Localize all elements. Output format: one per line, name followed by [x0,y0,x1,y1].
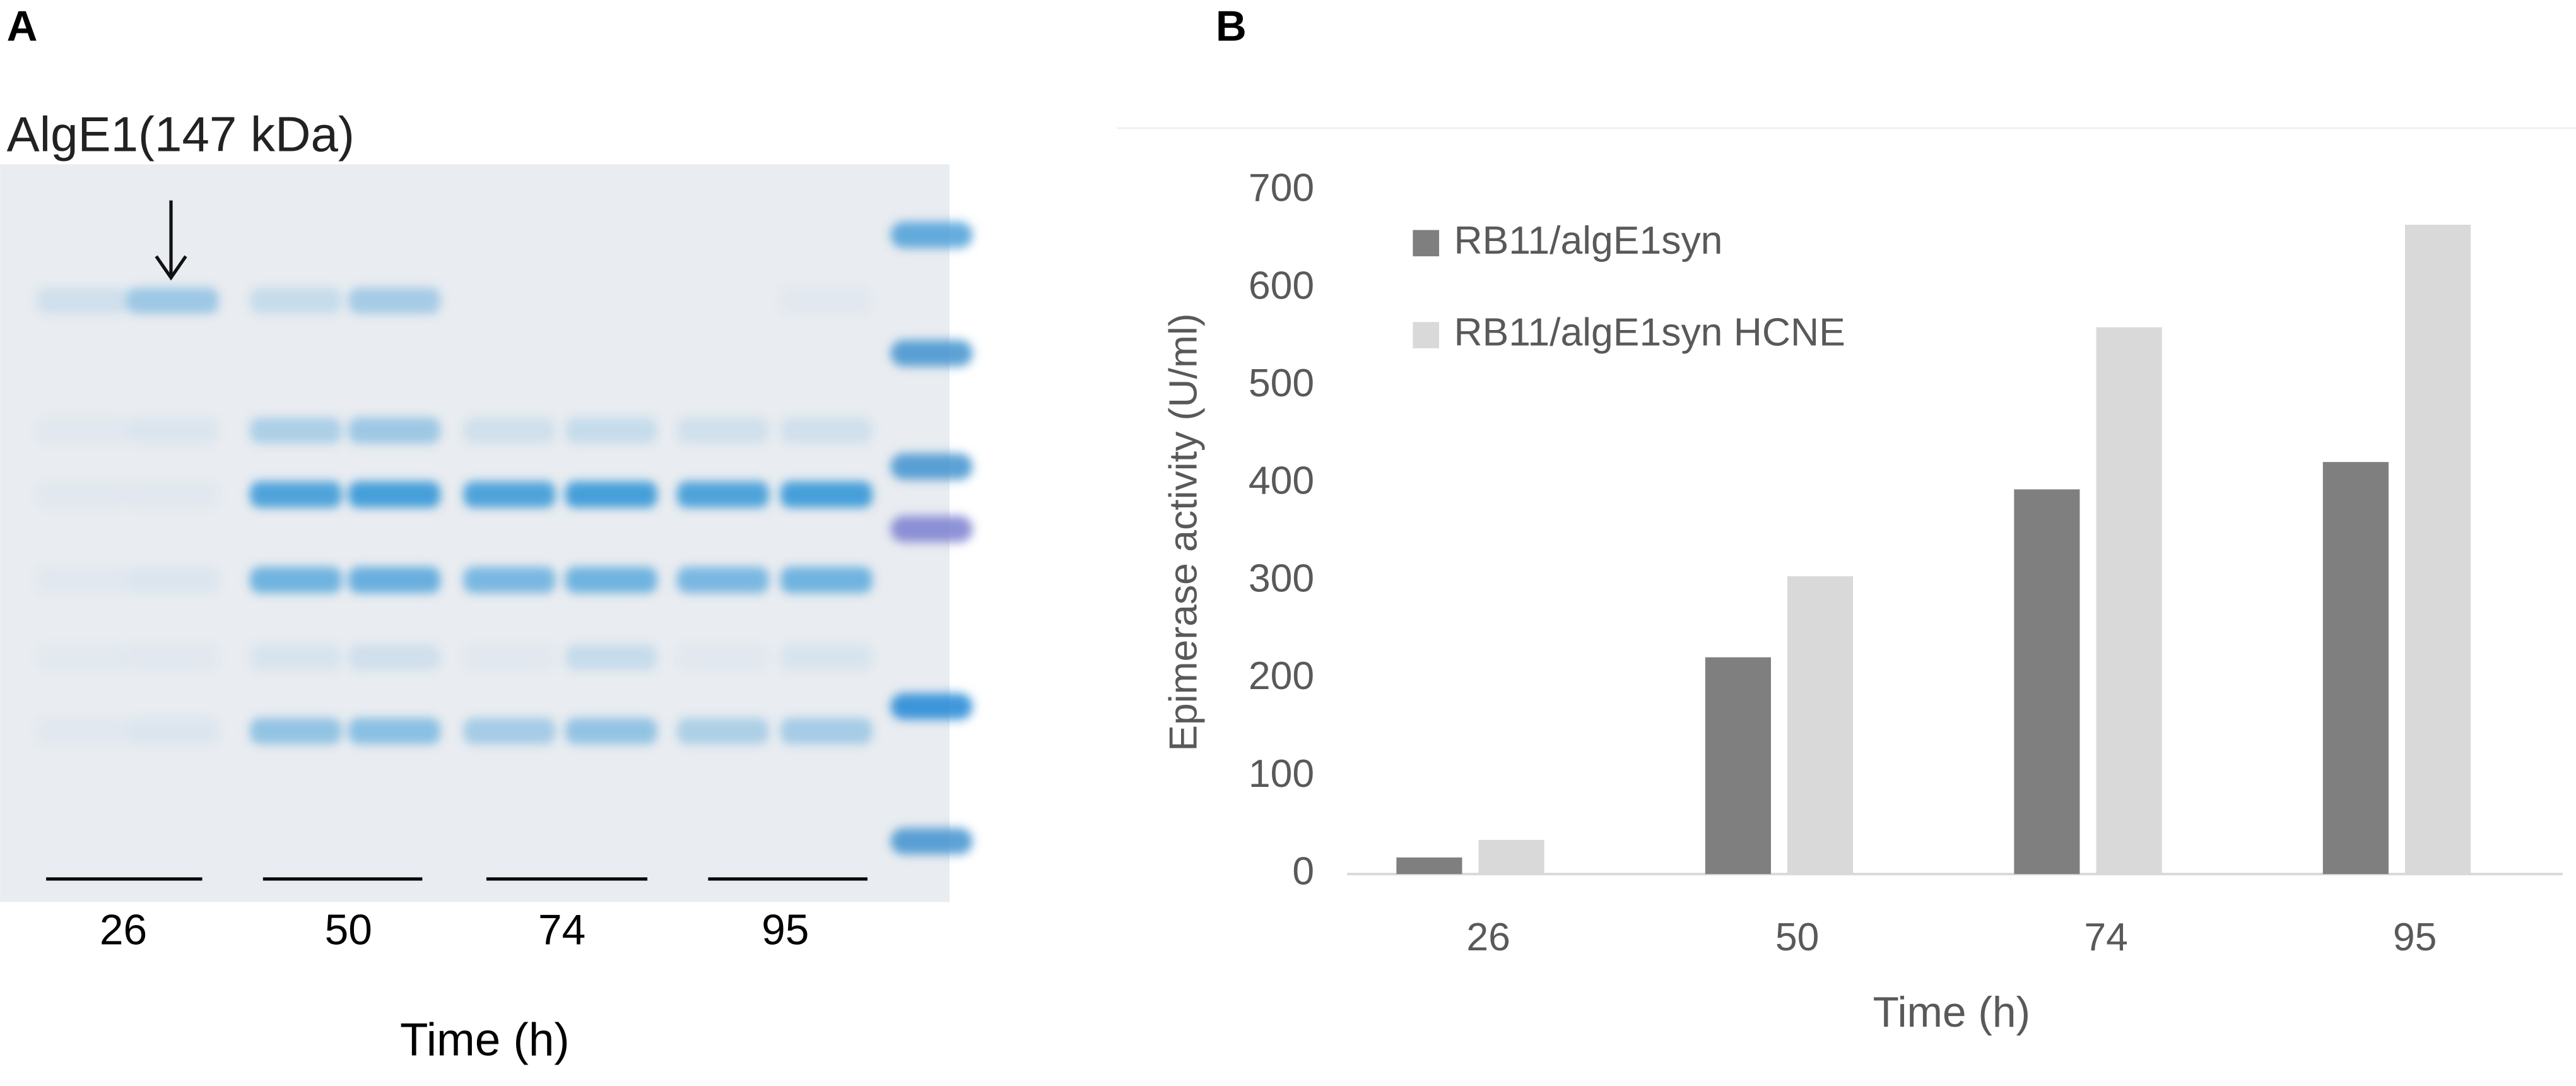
band [348,287,441,314]
x-tick-label: 26 [1466,915,1510,959]
ladder-band [890,516,973,543]
band [126,481,219,508]
band [250,567,342,593]
band [126,417,219,444]
band [676,567,769,593]
ladder-band [890,828,973,854]
band [126,644,219,671]
bar [1787,576,1854,875]
y-tick-label: 300 [1249,556,1314,600]
gel [0,164,950,902]
y-tick-label: 700 [1249,166,1314,210]
band [565,481,657,508]
legend-label: RB11/algE1syn HCNE [1454,310,1845,355]
band [250,481,342,508]
x-tick-label: 50 [1775,915,1819,959]
band [676,717,769,745]
band [780,287,873,314]
band [348,481,441,508]
band [36,417,129,444]
band [463,481,556,508]
lane-label: 95 [762,907,809,954]
band [780,717,873,745]
panel-label: A [7,3,38,50]
bar [2014,489,2080,875]
band [37,644,129,671]
band [36,567,129,593]
band [348,417,441,444]
panel-label: B [1216,3,1247,50]
y-tick-label: 100 [1249,752,1314,796]
y-tick-label: 200 [1249,654,1314,698]
band [36,481,129,508]
band [36,717,129,745]
ladder-band [890,339,973,367]
bar [1396,857,1462,875]
band [780,417,873,444]
band [250,644,342,671]
band [36,287,129,314]
band [676,417,769,444]
band [463,567,556,593]
legend-swatch [1413,230,1440,257]
band [565,717,657,745]
band [348,717,441,745]
y-axis-label: Epimerase activity (U/ml) [1162,313,1206,751]
bar [2404,225,2471,875]
gel-x-label: Time (h) [400,1015,570,1066]
x-tick-label: 95 [2393,915,2437,959]
legend-swatch [1413,322,1440,348]
y-tick-label: 0 [1292,849,1314,894]
bar [2096,327,2162,875]
ladder-band [890,221,973,249]
band [463,417,556,444]
ladder-band [890,693,973,720]
band [250,287,342,314]
legend-label: RB11/algE1syn [1454,218,1722,263]
band [780,567,873,593]
band [348,644,441,671]
band [126,717,219,745]
band [565,567,657,593]
band [126,567,219,593]
arrow-head [155,255,187,281]
x-tick-label: 74 [2084,915,2127,959]
band [348,567,441,593]
y-tick-label: 500 [1249,361,1314,405]
band [463,644,556,671]
band [126,287,219,314]
gel-title: AlgE1(147 kDa) [7,106,355,162]
ladder-band [890,453,973,480]
band [780,644,873,671]
gel-bands [36,221,973,854]
bar [1478,839,1544,875]
band [250,417,342,444]
x-axis-label: Time (h) [1873,989,2030,1036]
band [463,717,556,745]
bar [1705,657,1771,875]
y-tick-label: 400 [1249,459,1314,503]
band [676,644,769,671]
band [250,717,342,745]
band [565,417,657,444]
lane-label: 74 [538,907,585,954]
band [676,481,769,508]
lane-label: 50 [325,907,372,954]
bar [2322,462,2389,875]
band [780,481,873,508]
y-tick-label: 600 [1249,263,1314,307]
band [565,644,657,671]
lane-label: 26 [100,907,147,954]
